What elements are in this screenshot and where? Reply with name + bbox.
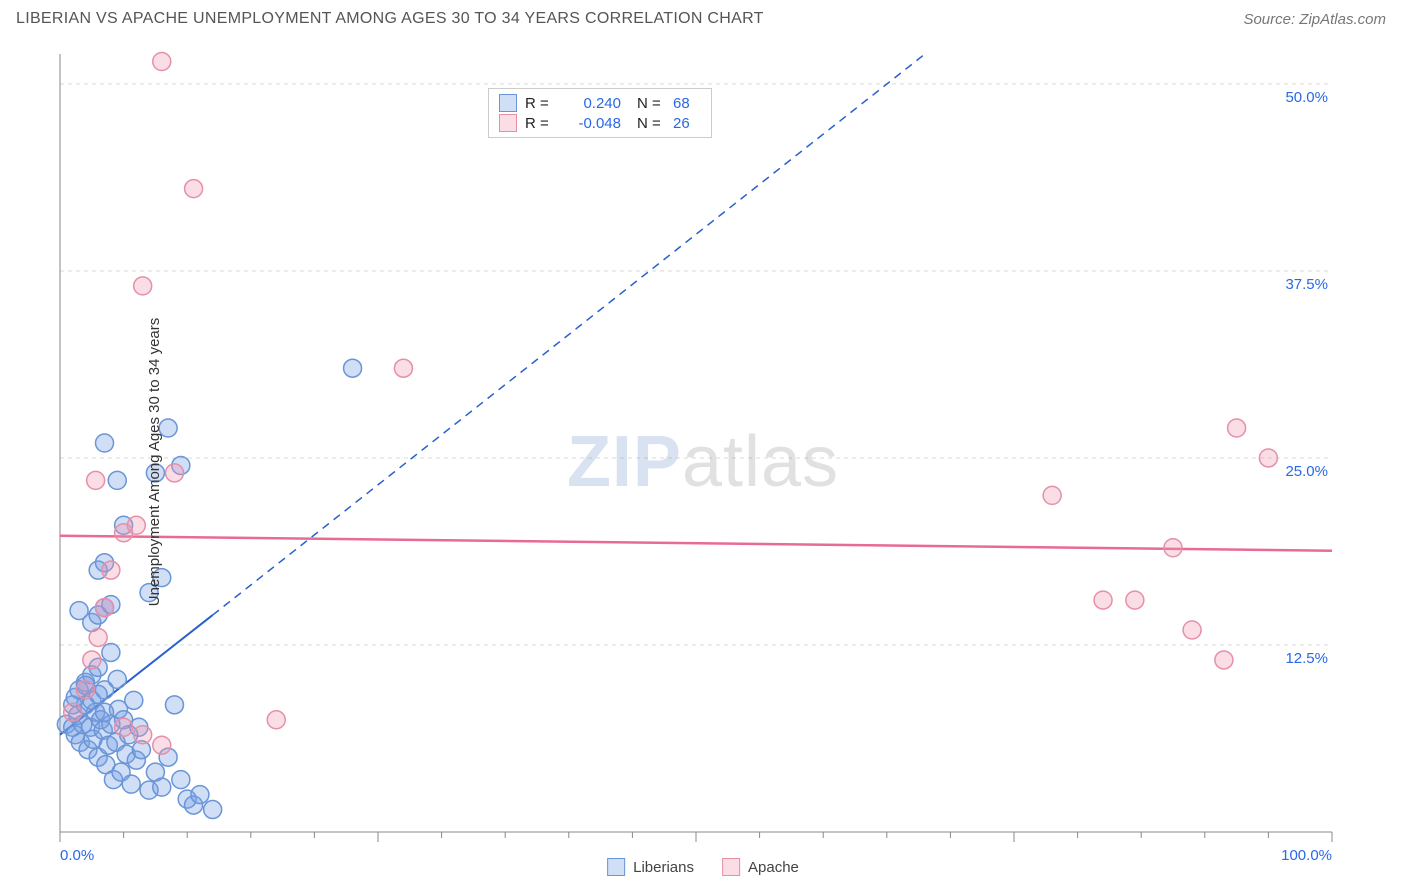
chart-header: LIBERIAN VS APACHE UNEMPLOYMENT AMONG AG… [0, 0, 1406, 36]
r-value: -0.048 [561, 115, 621, 132]
legend-label: Liberians [633, 859, 694, 876]
scatter-chart: 12.5% 25.0% 37.5% 50.0% 0.0% 100.0% [16, 42, 1390, 882]
chart-area: Unemployment Among Ages 30 to 34 years 1… [16, 42, 1390, 882]
svg-text:50.0%: 50.0% [1285, 89, 1328, 106]
legend-label: Apache [748, 859, 799, 876]
stats-row-liberians: R = 0.240 N = 68 [499, 93, 701, 113]
n-label: N = [637, 115, 665, 132]
swatch-icon [499, 94, 517, 112]
r-label: R = [525, 95, 553, 112]
legend-item-apache: Apache [722, 858, 799, 876]
r-value: 0.240 [561, 95, 621, 112]
svg-text:25.0%: 25.0% [1285, 463, 1328, 480]
legend-bottom: Liberians Apache [607, 858, 799, 876]
swatch-icon [722, 858, 740, 876]
svg-text:100.0%: 100.0% [1281, 847, 1332, 864]
chart-source: Source: ZipAtlas.com [1243, 11, 1386, 28]
stats-legend: R = 0.240 N = 68 R = -0.048 N = 26 [488, 88, 712, 138]
chart-title: LIBERIAN VS APACHE UNEMPLOYMENT AMONG AG… [16, 10, 764, 28]
svg-text:0.0%: 0.0% [60, 847, 94, 864]
stats-row-apache: R = -0.048 N = 26 [499, 113, 701, 133]
n-value: 68 [673, 95, 701, 112]
y-axis-label: Unemployment Among Ages 30 to 34 years [146, 318, 163, 607]
svg-text:37.5%: 37.5% [1285, 276, 1328, 293]
r-label: R = [525, 115, 553, 132]
swatch-icon [499, 114, 517, 132]
swatch-icon [607, 858, 625, 876]
n-value: 26 [673, 115, 701, 132]
n-label: N = [637, 95, 665, 112]
legend-item-liberians: Liberians [607, 858, 694, 876]
svg-text:12.5%: 12.5% [1285, 650, 1328, 667]
